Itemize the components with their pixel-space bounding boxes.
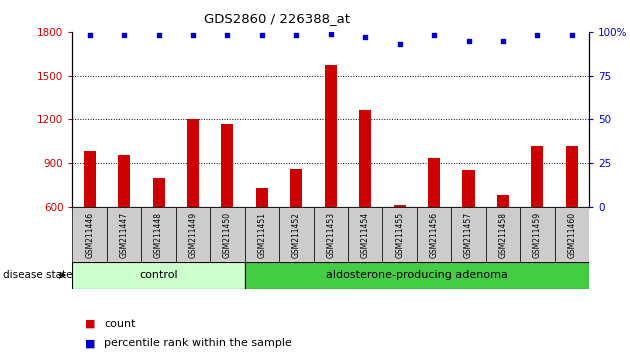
Bar — [520, 207, 554, 262]
Point — [188, 33, 198, 38]
Text: GSM211457: GSM211457 — [464, 211, 473, 258]
Bar — [314, 207, 348, 262]
Text: GSM211455: GSM211455 — [395, 211, 404, 258]
Bar — [417, 207, 451, 262]
Text: ■: ■ — [85, 338, 96, 348]
Text: aldosterone-producing adenoma: aldosterone-producing adenoma — [326, 270, 508, 280]
Bar — [394, 205, 406, 295]
Bar — [72, 262, 244, 289]
Bar — [176, 207, 210, 262]
Text: GSM211452: GSM211452 — [292, 212, 301, 257]
Text: GSM211449: GSM211449 — [188, 211, 197, 258]
Text: disease state: disease state — [3, 270, 72, 280]
Bar — [382, 207, 417, 262]
Text: percentile rank within the sample: percentile rank within the sample — [104, 338, 292, 348]
Text: GSM211459: GSM211459 — [533, 211, 542, 258]
Text: GSM211454: GSM211454 — [361, 211, 370, 258]
Text: control: control — [139, 270, 178, 280]
Bar — [72, 207, 107, 262]
Text: GSM211447: GSM211447 — [120, 211, 129, 258]
Point — [222, 33, 232, 38]
Bar — [566, 146, 578, 295]
Bar — [244, 207, 279, 262]
Point — [532, 33, 542, 38]
Point — [119, 33, 129, 38]
Point — [360, 34, 370, 40]
Bar — [221, 124, 234, 295]
Bar — [462, 170, 474, 295]
Bar — [210, 207, 244, 262]
Bar — [497, 195, 509, 295]
Point — [84, 33, 94, 38]
Bar — [290, 169, 302, 295]
Text: GSM211460: GSM211460 — [568, 211, 576, 258]
Bar — [428, 158, 440, 295]
Point — [154, 33, 164, 38]
Point — [567, 33, 577, 38]
Bar — [451, 207, 486, 262]
Bar — [107, 207, 141, 262]
Bar — [118, 155, 130, 295]
Bar — [348, 207, 382, 262]
Bar — [531, 146, 544, 295]
Bar — [324, 65, 337, 295]
Bar — [256, 188, 268, 295]
Bar — [244, 262, 589, 289]
Bar — [554, 207, 589, 262]
Bar — [359, 110, 371, 295]
Point — [394, 41, 404, 47]
Point — [429, 33, 439, 38]
Text: GSM211451: GSM211451 — [258, 212, 266, 257]
Text: GSM211453: GSM211453 — [326, 211, 335, 258]
Point — [257, 33, 267, 38]
Bar — [486, 207, 520, 262]
Text: GSM211450: GSM211450 — [223, 211, 232, 258]
Point — [291, 33, 301, 38]
Text: GSM211448: GSM211448 — [154, 212, 163, 257]
Text: ■: ■ — [85, 319, 96, 329]
Point — [326, 31, 336, 36]
Point — [464, 38, 474, 44]
Bar — [152, 178, 164, 295]
Bar — [187, 119, 199, 295]
Text: GSM211446: GSM211446 — [85, 211, 94, 258]
Point — [498, 38, 508, 44]
Text: GSM211456: GSM211456 — [430, 211, 438, 258]
Text: count: count — [104, 319, 135, 329]
Text: GSM211458: GSM211458 — [498, 212, 507, 257]
Text: GDS2860 / 226388_at: GDS2860 / 226388_at — [204, 12, 350, 25]
Bar — [141, 207, 176, 262]
Bar — [84, 151, 96, 295]
Bar — [279, 207, 314, 262]
